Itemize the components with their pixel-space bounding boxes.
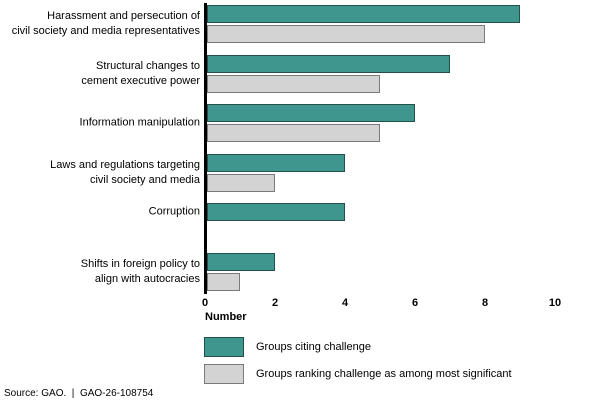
category-label: Laws and regulations targeting civil soc… [50,159,200,186]
bar-series-1 [207,174,275,192]
category-label: Harassment and persecution of civil soci… [11,10,200,37]
bar-series-1 [207,124,380,142]
x-tick-label: 10 [548,297,562,309]
bar-group [207,55,450,93]
bar-series-1 [207,75,380,93]
bar-group [207,253,275,291]
legend-entry-citing: Groups citing challenge [204,337,371,357]
bar-series-0 [207,104,415,122]
y-axis-line [204,3,207,294]
bar-series-0 [207,5,520,23]
bar-group [207,5,520,43]
x-tick-label: 8 [481,297,489,309]
bar-series-0 [207,203,345,221]
bar-series-1 [207,25,485,43]
legend-entry-ranking: Groups ranking challenge as among most s… [204,364,512,384]
legend-swatch-ranking [204,364,244,384]
x-tick-label: 4 [341,297,349,309]
bar-series-0 [207,55,450,73]
bar-group [207,104,415,142]
category-label: Information manipulation [79,116,200,129]
source-note: Source: GAO. | GAO-26-108754 [4,388,154,399]
chart-row: Corruption [0,203,600,221]
category-label: Corruption [148,205,200,218]
x-tick-label: 0 [201,297,209,309]
bar-group [207,203,345,221]
bar-series-0 [207,154,345,172]
legend-label-ranking: Groups ranking challenge as among most s… [256,368,512,380]
x-tick-label: 2 [271,297,279,309]
chart-row: Structural changes to cement executive p… [0,55,600,93]
legend-swatch-citing [204,337,244,357]
legend-label-citing: Groups citing challenge [256,341,371,353]
x-tick-label: 6 [411,297,419,309]
x-axis-title: Number [205,311,247,323]
bar-group [207,154,345,192]
bar-series-0 [207,253,275,271]
chart-row: Shifts in foreign policy to align with a… [0,253,600,291]
chart-row: Harassment and persecution of civil soci… [0,5,600,43]
bar-series-1 [207,273,240,291]
category-label: Shifts in foreign policy to align with a… [80,258,200,285]
category-label: Structural changes to cement executive p… [81,60,200,87]
chart-row: Laws and regulations targeting civil soc… [0,154,600,192]
chart-row: Information manipulation [0,104,600,142]
